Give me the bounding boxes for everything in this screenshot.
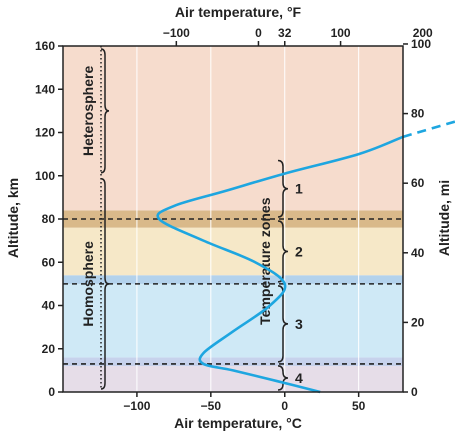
top-x-tick-label--100: −100 bbox=[163, 26, 190, 40]
temperature-zones: 1 2 3 4 Temperature zones bbox=[257, 159, 303, 391]
right-y-tick-label-40: 40 bbox=[411, 246, 425, 260]
zone-number-2: 2 bbox=[295, 243, 303, 259]
temperature-curve bbox=[156, 120, 455, 394]
right-y-tick-label-0: 0 bbox=[411, 385, 418, 399]
left-y-tick-label-140: 140 bbox=[35, 82, 55, 96]
atmosphere-layers bbox=[63, 46, 403, 392]
bottom-x-tick-label--50: −50 bbox=[201, 399, 222, 413]
bottom-x-tick-label--100: −100 bbox=[123, 399, 150, 413]
left-y-tick-label-20: 20 bbox=[42, 342, 56, 356]
layer-band-1 bbox=[63, 357, 403, 367]
left-y-tick-label-100: 100 bbox=[35, 169, 55, 183]
zone-brace-1 bbox=[277, 159, 289, 218]
composition-brace-0 bbox=[100, 48, 110, 174]
left-y-tick-label-0: 0 bbox=[48, 385, 55, 399]
left-y-tick-label-60: 60 bbox=[42, 255, 56, 269]
zone-number-4: 4 bbox=[295, 370, 303, 386]
composition-label-homosphere: Homosphere bbox=[80, 241, 96, 327]
axes bbox=[58, 41, 424, 397]
layer-band-5 bbox=[63, 210, 403, 228]
zone-brace-4 bbox=[277, 365, 289, 391]
top-x-tick-label-100: 100 bbox=[331, 26, 351, 40]
composition-brace-1 bbox=[100, 178, 110, 390]
right-y-tick-label-20: 20 bbox=[411, 315, 425, 329]
temperature-zones-label: Temperature zones bbox=[257, 197, 273, 325]
top-x-axis-title: Air temperature, °F bbox=[175, 4, 302, 20]
right-y-tick-label-60: 60 bbox=[411, 176, 425, 190]
temperature-curve-line bbox=[156, 135, 404, 394]
composition-label-heterosphere: Heterosphere bbox=[80, 66, 96, 156]
top-x-tick-label-0: 0 bbox=[255, 26, 262, 40]
bottom-x-tick-label-50: 50 bbox=[352, 399, 366, 413]
temperature-curve-extrapolated bbox=[402, 120, 455, 139]
bottom-x-tick-label-0: 0 bbox=[281, 399, 288, 413]
left-y-tick-label-40: 40 bbox=[42, 299, 56, 313]
right-y-axis-title: Altitude, mi bbox=[436, 180, 452, 256]
left-y-tick-label-160: 160 bbox=[35, 39, 55, 53]
layer-boundaries bbox=[63, 218, 403, 365]
left-y-axis-title: Altitude, km bbox=[5, 178, 21, 258]
left-y-tick-label-120: 120 bbox=[35, 126, 55, 140]
layer-band-2 bbox=[63, 283, 403, 358]
composition-regions: Heterosphere Homosphere bbox=[80, 46, 110, 390]
zone-number-1: 1 bbox=[295, 181, 303, 197]
bottom-x-axis-title: Air temperature, °C bbox=[174, 415, 302, 431]
right-y-tick-label-80: 80 bbox=[411, 107, 425, 121]
left-y-tick-label-80: 80 bbox=[42, 212, 56, 226]
top-x-tick-label-32: 32 bbox=[278, 26, 292, 40]
layer-band-3 bbox=[63, 275, 403, 284]
zone-brace-3 bbox=[277, 285, 289, 363]
top-x-tick-label-200: 200 bbox=[413, 26, 433, 40]
right-y-tick-label-100: 100 bbox=[411, 37, 431, 51]
zone-number-3: 3 bbox=[295, 316, 303, 332]
layer-band-6 bbox=[63, 46, 403, 211]
